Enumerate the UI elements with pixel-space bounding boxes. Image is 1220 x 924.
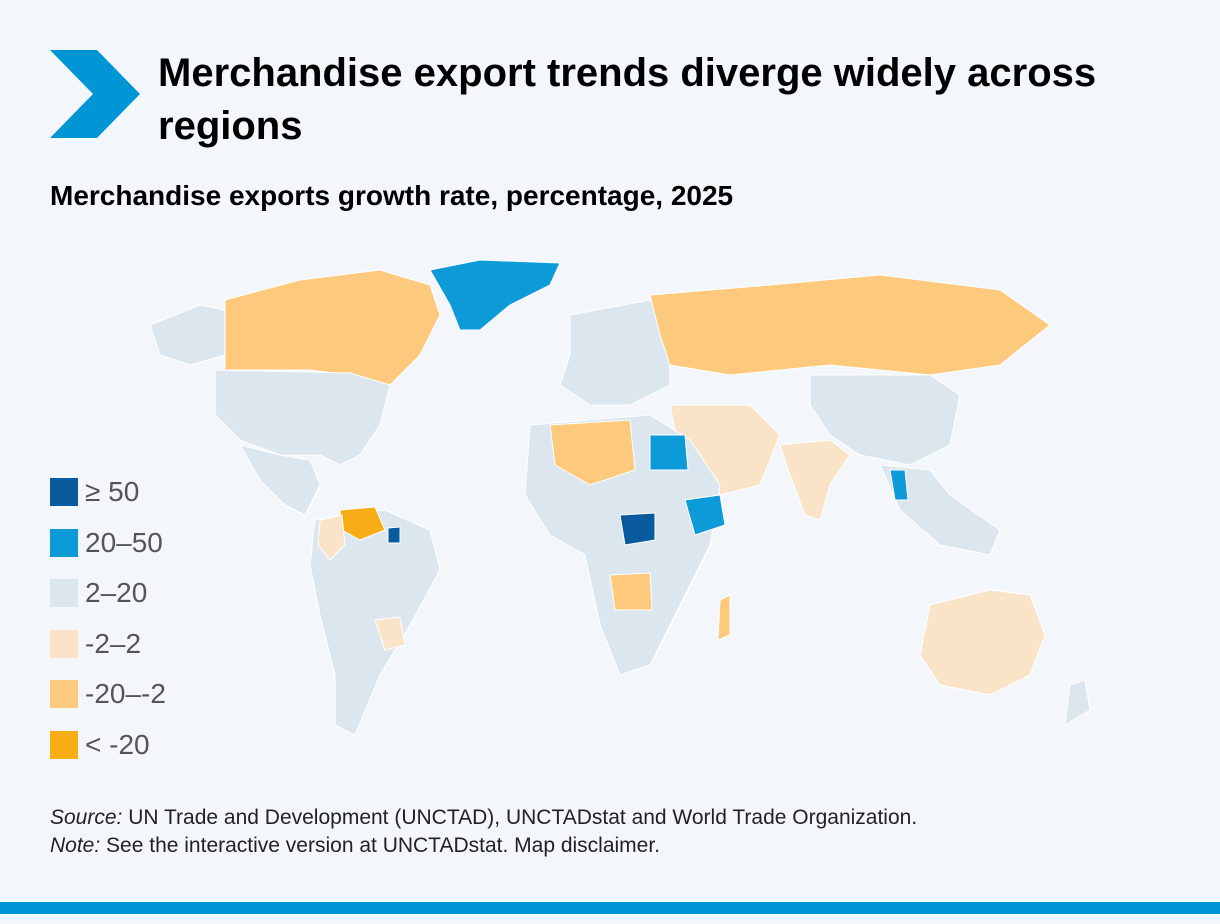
legend-label: < -20 (85, 728, 150, 760)
region-canada (224, 269, 441, 386)
region-usa (214, 369, 391, 466)
legend-item: < -20 (50, 720, 166, 771)
region-ethiopia (684, 494, 726, 536)
region-nigeria (619, 512, 656, 546)
world-map (149, 259, 1091, 736)
source-note: Source: UN Trade and Development (UNCTAD… (50, 804, 917, 860)
chevron-logo-icon (50, 50, 140, 138)
region-africa (524, 414, 721, 676)
legend-label: 20–50 (85, 526, 163, 558)
region-new-zealand (1064, 679, 1091, 726)
legend-label: -2–2 (85, 627, 142, 659)
source-line: Source: UN Trade and Development (UNCTAD… (50, 804, 917, 832)
region-bolivia (374, 616, 406, 651)
legend: ≥ 50 20–50 2–20 -2–2 -20–-2 < -20 (50, 467, 166, 770)
legend-swatch (50, 680, 78, 709)
legend-item: -20–-2 (50, 669, 166, 720)
source-text: UN Trade and Development (UNCTAD), UNCTA… (122, 806, 918, 829)
region-alaska (149, 304, 226, 366)
region-southeast-asia (879, 464, 1001, 556)
region-laos (889, 469, 909, 501)
legend-swatch (50, 629, 78, 658)
legend-label: ≥ 50 (85, 476, 140, 508)
region-angola (609, 572, 653, 611)
region-egypt (649, 434, 689, 471)
legend-label: -20–-2 (85, 678, 166, 710)
legend-swatch (50, 528, 78, 557)
legend-item: 2–20 (50, 568, 166, 619)
region-south-america (309, 509, 441, 736)
region-europe (559, 299, 671, 406)
region-north-africa (549, 419, 636, 486)
region-australia (919, 589, 1046, 696)
chart-subtitle: Merchandise exports growth rate, percent… (50, 180, 734, 211)
legend-item: 20–50 (50, 518, 166, 569)
legend-label: 2–20 (85, 577, 148, 609)
legend-swatch (50, 579, 78, 608)
page-title: Merchandise export trends diverge widely… (158, 51, 1097, 148)
region-china (809, 374, 961, 466)
region-guyana (387, 526, 401, 544)
note-line: Note: See the interactive version at UNC… (50, 832, 917, 860)
region-madagascar (717, 594, 731, 641)
note-text: See the interactive version at UNCTADsta… (100, 834, 661, 857)
note-label: Note: (50, 834, 101, 857)
region-mexico (238, 444, 321, 516)
source-label: Source: (50, 806, 123, 829)
legend-swatch (50, 730, 78, 759)
bottom-bar (0, 902, 1220, 914)
region-india (779, 439, 851, 521)
region-russia (649, 274, 1051, 376)
region-greenland (429, 259, 561, 331)
legend-item: -2–2 (50, 619, 166, 670)
region-colombia (317, 514, 346, 561)
legend-item: ≥ 50 (50, 467, 166, 518)
legend-swatch (50, 478, 78, 507)
